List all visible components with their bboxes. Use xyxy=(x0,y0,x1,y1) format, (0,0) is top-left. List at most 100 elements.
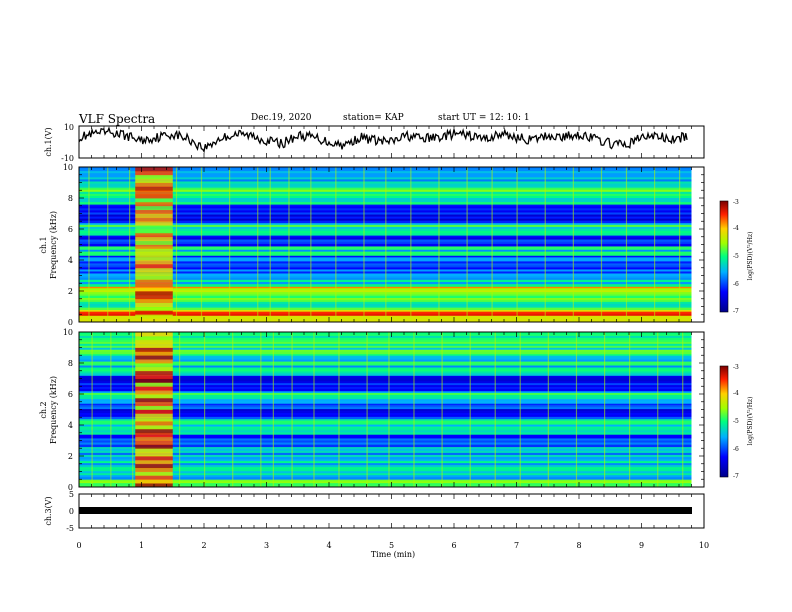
ch2-spec-ylabel: Frequency (kHz) xyxy=(49,376,58,444)
spectrogram-burst-cell xyxy=(135,260,173,265)
ch3-waveform-band xyxy=(79,507,692,514)
colorbar-tick: -3 xyxy=(733,364,739,371)
spectrogram-band-row xyxy=(79,381,692,384)
spectrogram-burst-cell xyxy=(135,448,173,453)
spectrogram-spike xyxy=(129,167,131,322)
spectrogram-burst-cell xyxy=(135,194,173,199)
spectrogram-burst-cell xyxy=(135,287,173,292)
spectrogram-band-row xyxy=(79,359,692,362)
spectrogram-band-row xyxy=(79,355,692,359)
spectrogram-spike xyxy=(388,332,390,487)
spectrogram-spike xyxy=(179,332,181,487)
spectrogram-band-row xyxy=(79,399,692,402)
spectrogram-burst-cell xyxy=(135,279,173,284)
spectrogram-band-row xyxy=(79,333,692,337)
spectrogram-burst-cell xyxy=(135,236,173,242)
spectrogram-burst-cell xyxy=(135,351,173,356)
spectrogram-band-row xyxy=(79,345,692,349)
spectrogram-band-row xyxy=(79,436,692,439)
spectrogram-spike xyxy=(519,332,521,487)
spectrogram-spike xyxy=(385,167,387,322)
ch1-spec-ytick: 8 xyxy=(68,194,73,203)
ch2-spec-ytick: 4 xyxy=(68,421,73,430)
spectrogram-burst-cell xyxy=(135,382,173,387)
spectrogram-band-row xyxy=(79,424,692,427)
spectrogram-band-row xyxy=(79,459,692,462)
spectrogram-burst-cell xyxy=(135,221,173,226)
spectrogram-band-row xyxy=(79,375,692,378)
ch1-spec-ytick: 0 xyxy=(68,318,73,327)
colorbar-label: log(PSD)(V²/Hz) xyxy=(747,232,754,281)
spectrogram-band-row xyxy=(79,461,692,464)
spectrogram-band-row xyxy=(79,434,692,437)
spectrogram-band-row xyxy=(79,450,692,454)
spectrogram-band-row xyxy=(79,349,692,353)
spectrogram-burst-cell xyxy=(135,405,173,410)
spectrogram-burst-cell xyxy=(135,190,173,195)
x-tick-label: 1 xyxy=(139,541,144,550)
spectrogram-burst-cell xyxy=(135,467,173,472)
spectrogram-band-row xyxy=(79,473,692,476)
spectrogram-band-row xyxy=(79,367,692,370)
colorbar-tick: -7 xyxy=(733,308,739,315)
spectrogram-band-row xyxy=(79,373,692,376)
spectrogram-band-row xyxy=(79,432,692,435)
x-tick-label: 3 xyxy=(264,541,269,550)
x-tick-label: 0 xyxy=(76,541,81,550)
spectrogram-band-row xyxy=(79,387,692,390)
spectrogram-band-row xyxy=(79,452,692,456)
spectrogram-band-row xyxy=(79,414,692,418)
spectrogram-band-row xyxy=(79,416,692,420)
ch2-colorbar: -3 -4 -5 -6 -7 log(PSD)(V²/Hz) xyxy=(719,364,754,480)
spectrogram-band-row xyxy=(79,397,692,400)
spectrogram-band-row xyxy=(79,430,692,433)
spectrogram-burst-cell xyxy=(135,401,173,407)
spectrogram-burst-cell xyxy=(135,291,173,296)
spectrogram-band-row xyxy=(79,365,692,368)
spectrogram-band-row xyxy=(79,377,692,380)
spectrogram-band-row xyxy=(79,418,692,422)
date-label: Dec.19, 2020 xyxy=(251,113,312,123)
spectrogram-burst-cell xyxy=(135,409,173,414)
ch1-wave-ylabel: ch.1(V) xyxy=(44,127,53,156)
x-axis-label: Time (min) xyxy=(371,550,415,559)
spectrogram-burst-cell xyxy=(135,463,173,469)
spectrogram-blank xyxy=(691,332,704,487)
colorbar-tick: -4 xyxy=(733,225,739,232)
spectrogram-spike xyxy=(366,332,368,487)
spectrogram-band-row xyxy=(79,477,692,480)
ch1-spectrogram xyxy=(79,167,704,323)
spectrogram-burst-cell xyxy=(135,263,173,269)
spectrogram-band-row xyxy=(79,361,692,364)
spectrogram-band-row xyxy=(79,339,692,343)
spectrogram-band-row xyxy=(79,337,692,341)
spectrogram-band-row xyxy=(79,422,692,426)
spectrogram-band-row xyxy=(79,383,692,386)
spectrogram-burst-cell xyxy=(135,359,173,364)
spectrogram-blank xyxy=(691,167,704,322)
spectrogram-burst-cell xyxy=(135,479,173,484)
spectrogram-spike xyxy=(629,332,631,487)
spectrogram-spike xyxy=(110,332,112,487)
spectrogram-band-row xyxy=(79,428,692,431)
spectrogram-spike xyxy=(91,332,93,487)
spectrogram-burst-cell xyxy=(135,283,173,288)
spectrogram-burst-cell xyxy=(135,209,173,214)
spectrogram-band-row xyxy=(79,411,692,414)
spectrogram-burst-cell xyxy=(135,417,173,422)
spectrogram-burst-cell xyxy=(135,252,173,257)
ch1-wave-ytick: 10 xyxy=(64,123,74,132)
ch1-waveform-line xyxy=(78,126,688,154)
spectrogram-spike xyxy=(441,332,443,487)
colorbar-tick: -4 xyxy=(733,390,739,397)
spectrogram-burst-cell xyxy=(135,459,173,465)
spectrogram-band-row xyxy=(79,412,692,416)
spectrogram-burst-cell xyxy=(135,456,173,461)
spectrogram-burst-cell xyxy=(135,366,173,372)
spectrogram-band-row xyxy=(79,353,692,357)
spectrogram-burst-cell xyxy=(135,174,173,180)
spectrogram-band-row xyxy=(79,465,692,468)
station-label: station= KAP xyxy=(343,113,404,123)
spectrogram-burst-cell xyxy=(135,178,173,183)
spectrogram-band-row xyxy=(79,481,692,484)
